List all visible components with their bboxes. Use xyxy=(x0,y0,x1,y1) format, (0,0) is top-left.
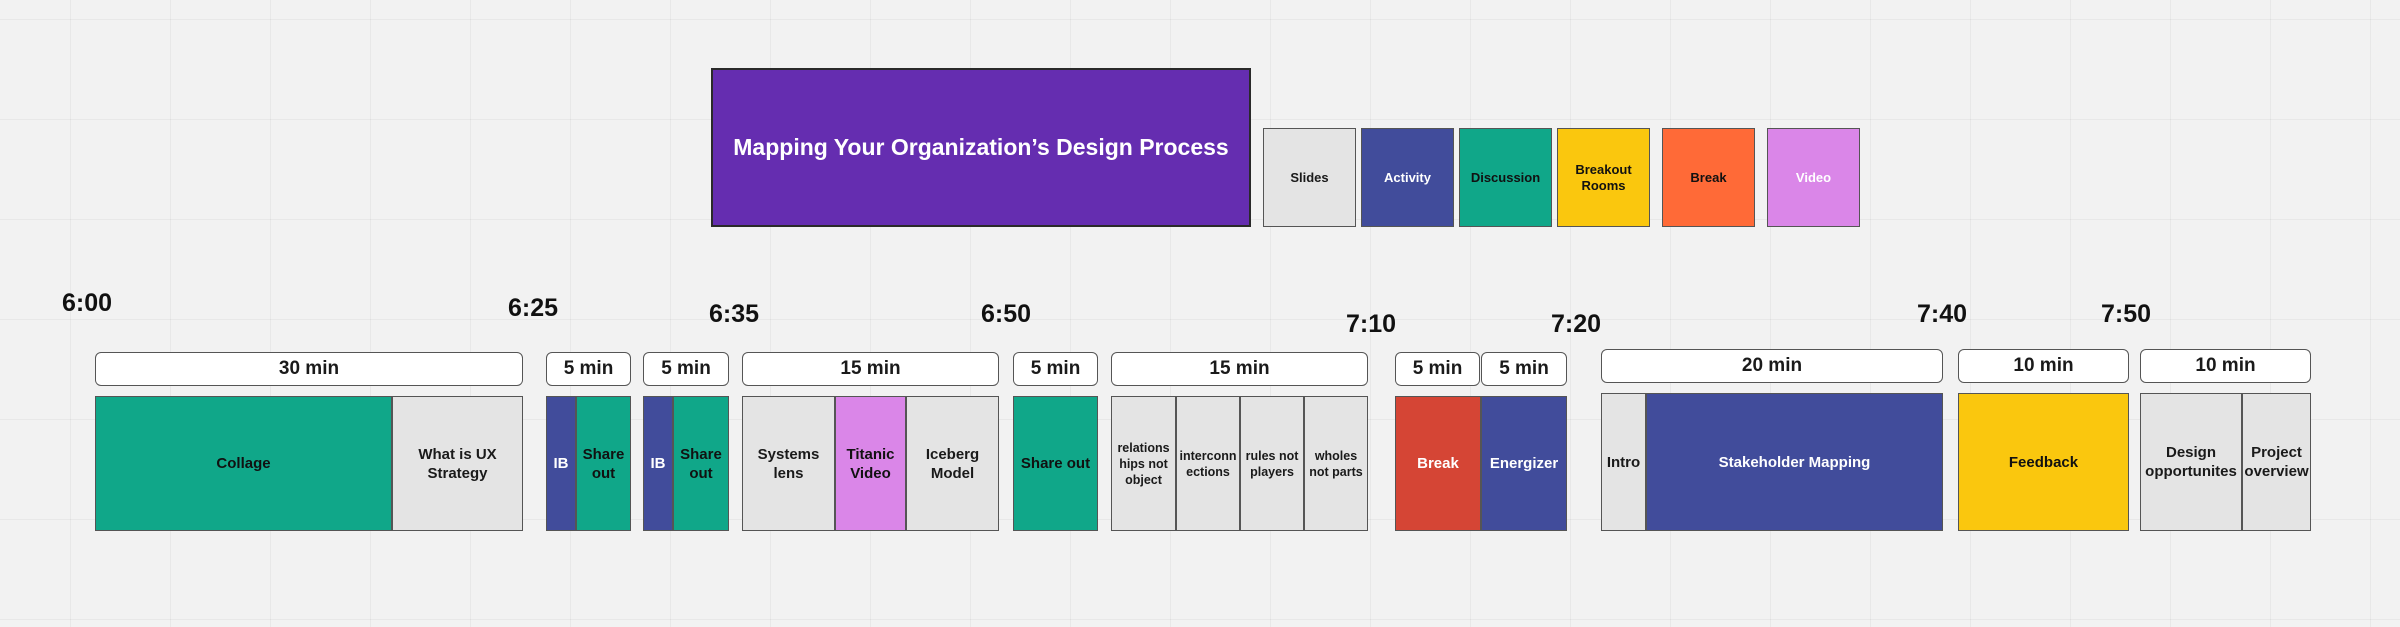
agenda-block-break[interactable]: Break xyxy=(1395,396,1481,531)
agenda-block-feedback[interactable]: Feedback xyxy=(1958,393,2129,531)
legend-discussion[interactable]: Discussion xyxy=(1459,128,1552,227)
time-label-750[interactable]: 7:50 xyxy=(2101,300,2152,328)
duration-pill[interactable]: 20 min xyxy=(1601,349,1943,383)
agenda-block-ib[interactable]: IB xyxy=(546,396,576,531)
agenda-block-what-is-ux-strategy[interactable]: What is UX Strategy xyxy=(392,396,523,531)
agenda-block-rules-not-players[interactable]: rules not players xyxy=(1240,396,1304,531)
agenda-block-share-out[interactable]: Share out xyxy=(576,396,631,531)
duration-pill[interactable]: 10 min xyxy=(2140,349,2311,383)
agenda-block-energizer[interactable]: Energizer xyxy=(1481,396,1567,531)
agenda-block-iceberg-model[interactable]: Iceberg Model xyxy=(906,396,999,531)
agenda-block-ib[interactable]: IB xyxy=(643,396,673,531)
duration-pill[interactable]: 15 min xyxy=(1111,352,1368,386)
duration-pill[interactable]: 5 min xyxy=(1481,352,1567,386)
agenda-block-share-out[interactable]: Share out xyxy=(673,396,729,531)
duration-pill[interactable]: 10 min xyxy=(1958,349,2129,383)
duration-pill[interactable]: 5 min xyxy=(1395,352,1480,386)
agenda-block-interconnections[interactable]: interconn ections xyxy=(1176,396,1240,531)
legend-video[interactable]: Video xyxy=(1767,128,1860,227)
agenda-block-titanic-video[interactable]: Titanic Video xyxy=(835,396,906,531)
agenda-block-systems-lens[interactable]: Systems lens xyxy=(742,396,835,531)
duration-pill[interactable]: 5 min xyxy=(1013,352,1098,386)
duration-pill[interactable]: 5 min xyxy=(643,352,729,386)
agenda-block-intro[interactable]: Intro xyxy=(1601,393,1646,531)
time-label-710[interactable]: 7:10 xyxy=(1346,310,1397,338)
agenda-block-wholes-not-parts[interactable]: wholes not parts xyxy=(1304,396,1368,531)
agenda-block-design-opportunities[interactable]: Design opportunites xyxy=(2140,393,2242,531)
time-label-740[interactable]: 7:40 xyxy=(1917,300,1968,328)
legend-break[interactable]: Break xyxy=(1662,128,1755,227)
legend-activity[interactable]: Activity xyxy=(1361,128,1454,227)
agenda-block-relationships[interactable]: relations hips not object xyxy=(1111,396,1176,531)
duration-pill[interactable]: 15 min xyxy=(742,352,999,386)
time-label-635[interactable]: 6:35 xyxy=(709,300,760,328)
legend-breakout-rooms[interactable]: Breakout Rooms xyxy=(1557,128,1650,227)
time-label-720[interactable]: 7:20 xyxy=(1551,310,1602,338)
duration-pill[interactable]: 5 min xyxy=(546,352,631,386)
agenda-block-collage[interactable]: Collage xyxy=(95,396,392,531)
time-label-625[interactable]: 6:25 xyxy=(508,294,559,322)
agenda-block-stakeholder-mapping[interactable]: Stakeholder Mapping xyxy=(1646,393,1943,531)
duration-pill[interactable]: 30 min xyxy=(95,352,523,386)
legend-slides[interactable]: Slides xyxy=(1263,128,1356,227)
agenda-block-share-out[interactable]: Share out xyxy=(1013,396,1098,531)
time-label-650[interactable]: 6:50 xyxy=(981,300,1032,328)
agenda-block-project-overview[interactable]: Project overview xyxy=(2242,393,2311,531)
time-label-600[interactable]: 6:00 xyxy=(62,289,113,317)
board-title[interactable]: Mapping Your Organization’s Design Proce… xyxy=(711,68,1251,227)
